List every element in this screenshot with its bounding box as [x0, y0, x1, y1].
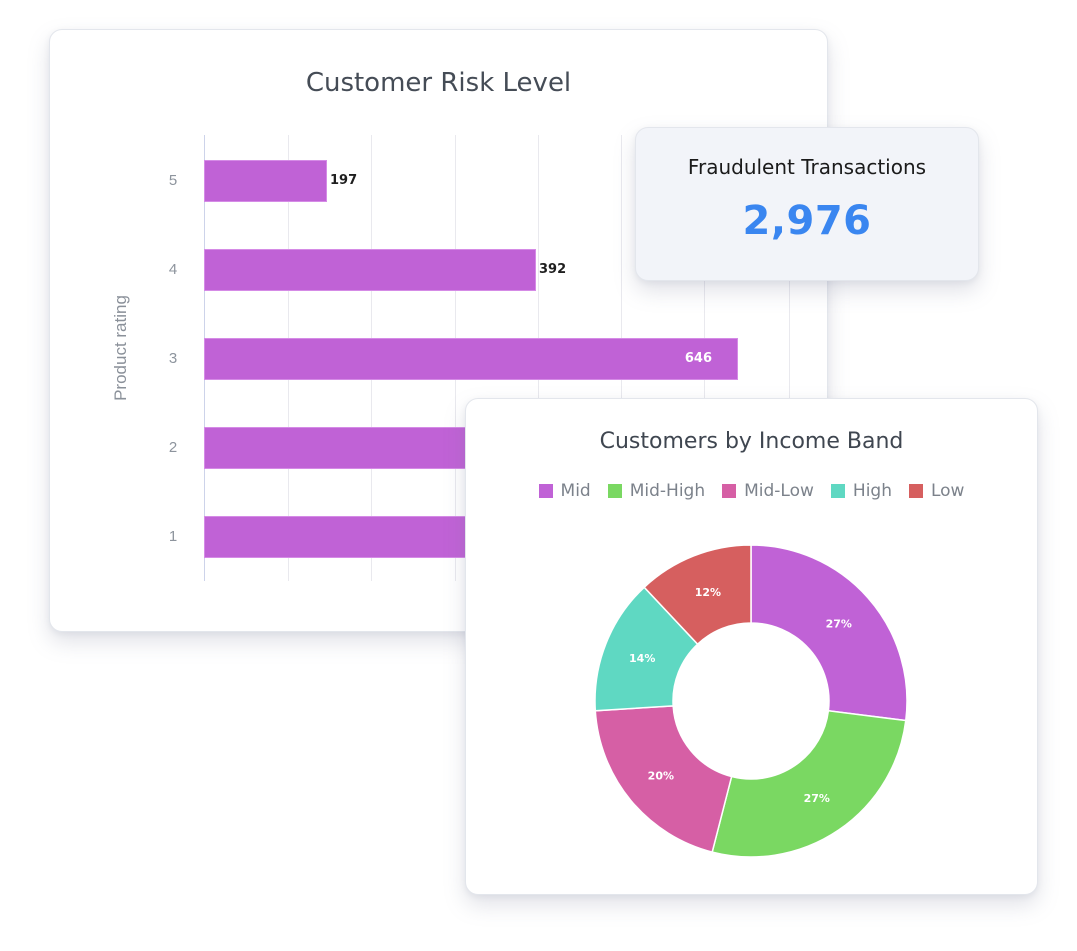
- slice-percent-label: 20%: [648, 770, 674, 783]
- slice-percent-label: 27%: [826, 618, 852, 631]
- donut-slice-low[interactable]: [643, 544, 752, 646]
- legend-item-high[interactable]: High: [830, 481, 892, 501]
- kpi-value: 2,976: [742, 198, 872, 244]
- kpi-label: Fraudulent Transactions: [687, 155, 927, 179]
- legend-item-low[interactable]: Low: [908, 481, 965, 501]
- slice-percent-label: 12%: [695, 586, 721, 599]
- bar-value-label: 197: [330, 173, 358, 188]
- donut-chart: 27% 27% 20% 14% 12%: [594, 544, 908, 858]
- chart-title: Customers by Income Band: [599, 429, 904, 454]
- legend-label: Low: [930, 481, 965, 501]
- donut-slice-mid[interactable]: [750, 544, 908, 722]
- grid-line: [789, 135, 790, 581]
- customers-by-income-band-card: Customers by Income Band Mid Mid-High Mid-…: [465, 398, 1038, 895]
- fraudulent-transactions-kpi-card: Fraudulent Transactions 2,976: [635, 127, 979, 281]
- legend-item-mid[interactable]: Mid: [538, 481, 591, 501]
- y-tick-label: 4: [168, 261, 178, 278]
- bar-value-label: 392: [539, 262, 567, 277]
- y-tick-label: 5: [168, 172, 178, 189]
- legend-swatch: [607, 484, 622, 498]
- legend-label: Mid: [560, 481, 591, 501]
- y-tick-label: 1: [168, 528, 178, 545]
- bar-plot-area: 5 197 4 392 3 646 2 1: [169, 135, 790, 581]
- bar-rating-4[interactable]: [204, 249, 536, 291]
- chart-title: Customer Risk Level: [305, 68, 572, 98]
- legend-swatch: [908, 484, 923, 498]
- y-tick-label: 3: [168, 350, 178, 367]
- chart-legend: Mid Mid-High Mid-Low High Low: [466, 481, 1037, 501]
- bar-rating-3[interactable]: [204, 338, 738, 380]
- bar-value-label: 646: [684, 351, 712, 366]
- legend-label: Mid-Low: [744, 481, 814, 501]
- legend-item-mid-low[interactable]: Mid-Low: [722, 481, 814, 501]
- slice-percent-label: 27%: [804, 792, 830, 805]
- legend-item-mid-high[interactable]: Mid-High: [607, 481, 706, 501]
- donut-slice-mid-low[interactable]: [594, 705, 733, 854]
- slice-percent-label: 14%: [629, 652, 655, 665]
- bar-rating-5[interactable]: [204, 160, 327, 202]
- donut-slice-mid-high[interactable]: [711, 709, 907, 858]
- legend-swatch: [830, 484, 845, 498]
- legend-swatch: [722, 484, 737, 498]
- legend-swatch: [538, 484, 553, 498]
- legend-label: Mid-High: [629, 481, 706, 501]
- legend-label: High: [852, 481, 892, 501]
- y-tick-label: 2: [168, 439, 178, 456]
